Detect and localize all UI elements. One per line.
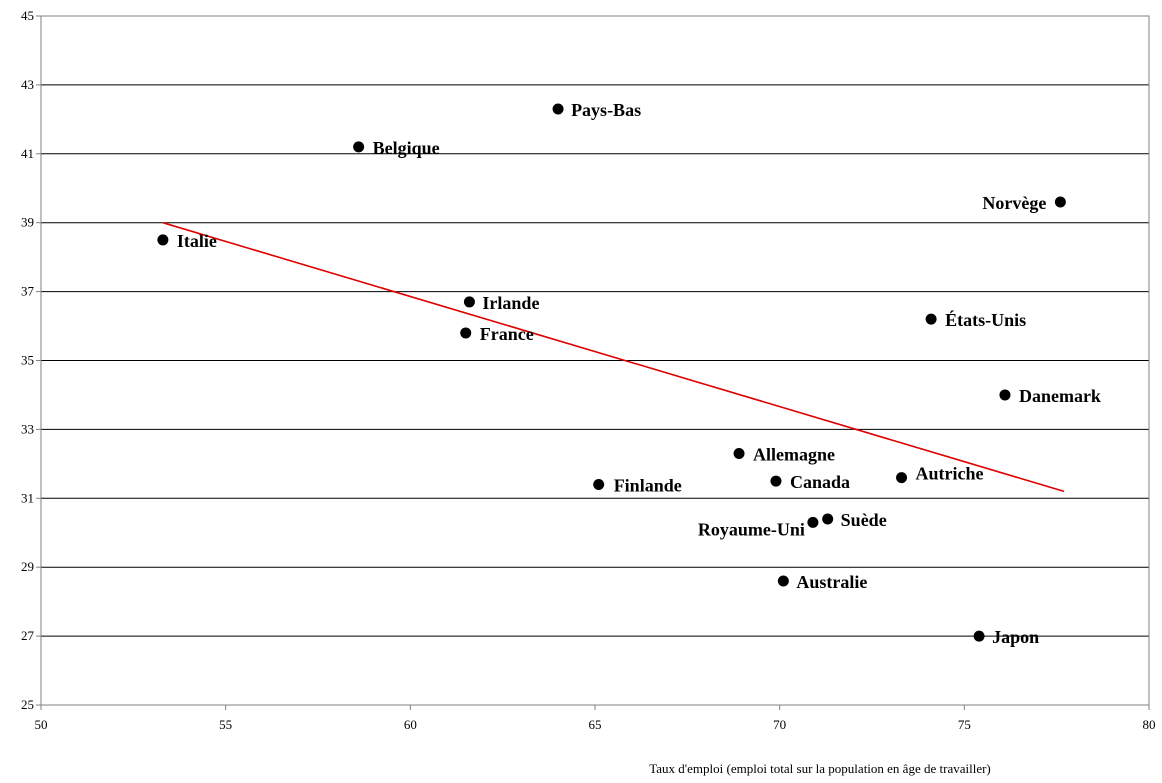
x-tick-label: 75 xyxy=(958,717,971,732)
point-belgique xyxy=(353,141,365,153)
point-label-suede: Suède xyxy=(841,510,887,530)
x-axis-ticks: 50 55 60 65 70 75 80 xyxy=(35,705,1156,732)
y-tick-label: 33 xyxy=(21,421,34,436)
point-label-japon: Japon xyxy=(992,627,1039,647)
x-tick-label: 70 xyxy=(773,717,786,732)
y-tick-label: 43 xyxy=(21,77,34,92)
point-autriche xyxy=(896,472,908,484)
point-norvege xyxy=(1054,196,1066,208)
y-tick-label: 37 xyxy=(21,284,35,299)
point-label-belgique: Belgique xyxy=(373,138,440,158)
point-label-danemark: Danemark xyxy=(1019,386,1101,406)
x-tick-label: 65 xyxy=(589,717,602,732)
gridlines xyxy=(41,84,1149,637)
point-label-etats-unis: États-Unis xyxy=(945,309,1026,330)
y-tick-label: 31 xyxy=(21,490,34,505)
point-finlande xyxy=(593,479,605,491)
point-label-france: France xyxy=(480,324,534,344)
point-label-autriche: Autriche xyxy=(916,464,984,484)
x-tick-label: 60 xyxy=(404,717,417,732)
point-label-finlande: Finlande xyxy=(614,476,682,496)
y-tick-label: 45 xyxy=(21,8,34,23)
point-label-italie: Italie xyxy=(177,231,217,251)
point-suede xyxy=(822,513,834,525)
point-irlande xyxy=(463,296,475,308)
point-label-canada: Canada xyxy=(790,472,850,492)
point-pays-bas xyxy=(552,103,564,115)
point-italie xyxy=(157,234,169,246)
y-tick-label: 41 xyxy=(21,146,34,161)
y-tick-label: 27 xyxy=(21,628,35,643)
point-japon xyxy=(973,630,985,642)
point-label-norvege: Norvège xyxy=(982,193,1046,213)
point-australie xyxy=(777,575,789,587)
y-tick-label: 25 xyxy=(21,697,34,712)
point-allemagne xyxy=(733,448,745,460)
point-label-pays-bas: Pays-Bas xyxy=(571,100,641,120)
x-tick-label: 80 xyxy=(1143,717,1156,732)
point-etats-unis xyxy=(925,313,937,325)
point-label-irlande: Irlande xyxy=(482,293,539,313)
x-tick-label: 50 xyxy=(35,717,48,732)
y-tick-label: 35 xyxy=(21,353,34,368)
data-points: Pays-Bas Belgique Norvège Italie Irlande État… xyxy=(157,100,1101,647)
point-canada xyxy=(770,475,782,487)
point-label-allemagne: Allemagne xyxy=(753,445,835,465)
trendline xyxy=(162,221,1065,493)
point-france xyxy=(460,327,472,339)
y-tick-label: 39 xyxy=(21,215,34,230)
x-tick-label: 55 xyxy=(219,717,232,732)
point-label-royaume-uni: Royaume-Uni xyxy=(698,519,805,539)
point-label-australie: Australie xyxy=(796,572,867,592)
y-tick-label: 29 xyxy=(21,559,34,574)
point-danemark xyxy=(999,389,1011,401)
y-axis-ticks: 25 27 29 31 33 35 37 39 41 43 45 xyxy=(21,8,41,712)
point-royaume-uni xyxy=(807,516,819,528)
x-axis-title: Taux d'emploi (emploi total sur la popul… xyxy=(649,761,991,776)
